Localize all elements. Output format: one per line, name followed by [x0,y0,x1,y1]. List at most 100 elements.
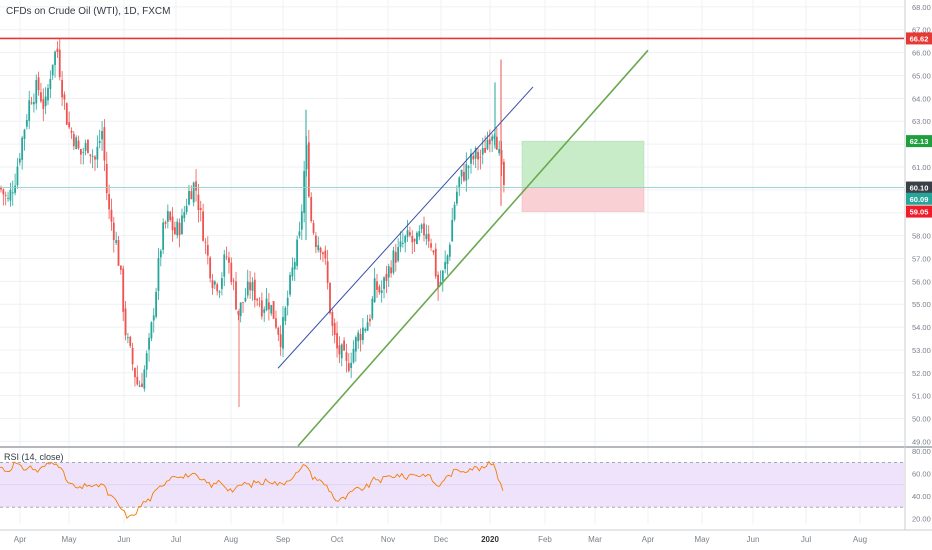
candle-body [284,307,287,321]
candle-body [11,192,14,194]
candle-body [448,244,451,257]
chart-title: CFDs on Crude Oil (WTI), 1D, FXCM [6,6,171,17]
candle-body [418,231,421,237]
candle-body [474,148,477,159]
candle-body [406,230,409,237]
candle-body [235,281,237,310]
candles [0,38,505,408]
price-label-tag [906,181,932,194]
candle-body [263,309,266,313]
candle-body [77,140,80,149]
price-label-tag [906,192,932,205]
candle-body [33,102,35,105]
time-tick-label: 2020 [481,535,499,544]
candle-body [157,258,160,291]
candle-body [84,143,87,151]
candle-body [190,191,193,200]
candle-body [110,209,113,222]
candle-body [347,363,350,371]
candle-body [117,239,120,266]
candle-body [206,244,209,256]
candle-body [251,282,254,291]
time-tick-label: May [61,535,76,544]
candle-body [369,318,371,322]
price-tick-label: 61.00 [912,163,931,172]
price-tick-label: 54.00 [912,323,931,332]
candle-body [357,332,360,342]
time-tick-label: May [694,535,709,544]
candle-body [44,96,47,107]
price-tick-label: 64.00 [912,94,931,103]
candle-body [300,211,303,230]
candle-body [2,189,5,195]
candle-body [21,137,24,160]
candle-body [129,336,132,346]
candle-body [399,241,402,247]
time-tick-label: Jun [118,535,131,544]
candle-body [54,51,56,66]
candle-body [484,147,486,153]
candle-body [500,150,503,165]
rsi-tick-label: 80.00 [912,447,931,456]
price-tick-label: 56.00 [912,277,931,286]
candle-body [47,88,49,101]
candle-body [244,297,247,302]
candle-body [63,94,66,100]
candle-body [413,238,416,242]
price-tick-label: 67.00 [912,26,931,35]
candle-body [174,227,176,235]
candle-body [364,328,367,331]
candle-body [223,254,226,277]
candle-body [293,261,296,270]
candle-body [185,205,188,212]
candle-body [495,136,498,150]
candle-body [498,149,501,154]
candle-body [352,348,355,363]
grid [0,0,932,531]
candle-body [298,231,301,236]
candle-body [437,274,439,289]
candle-body [25,119,28,127]
price-tick-label: 63.00 [912,117,931,126]
price-label-tag [906,135,932,148]
candle-body [434,248,437,277]
candle-body [68,122,71,128]
candle-body [456,191,458,204]
candle-body [392,250,395,273]
candle-body [246,281,249,296]
price-label-text: 60.10 [910,184,929,193]
candle-body [279,334,282,348]
stop-loss-box [521,187,645,212]
candle-body [195,181,197,191]
candle-body [350,362,353,369]
candle-body [420,224,423,230]
candle-body [258,303,261,305]
candle-body [425,234,428,239]
candle-body [380,290,383,294]
candle-body [317,245,320,251]
candle-body [371,298,374,319]
candle-body [460,169,463,177]
time-tick-label: Oct [331,535,344,544]
candle-body [16,166,19,186]
candle-body [470,153,472,164]
time-tick-label: Jul [801,535,811,544]
candle-body [162,222,165,250]
rsi-line [0,460,504,520]
candle-body [49,78,52,89]
candle-body [14,185,16,193]
candle-body [96,146,99,160]
candle-body [253,279,256,301]
candle-body [430,243,432,248]
candle-body [138,385,141,387]
candle-body [404,235,407,243]
candle-body [503,161,505,186]
candle-body [354,337,357,352]
candle-body [345,352,348,361]
candle-body [228,257,230,263]
candle-body [42,99,45,109]
price-tick-label: 57.00 [912,254,931,263]
candle-body [411,236,414,243]
candle-body [94,156,96,160]
